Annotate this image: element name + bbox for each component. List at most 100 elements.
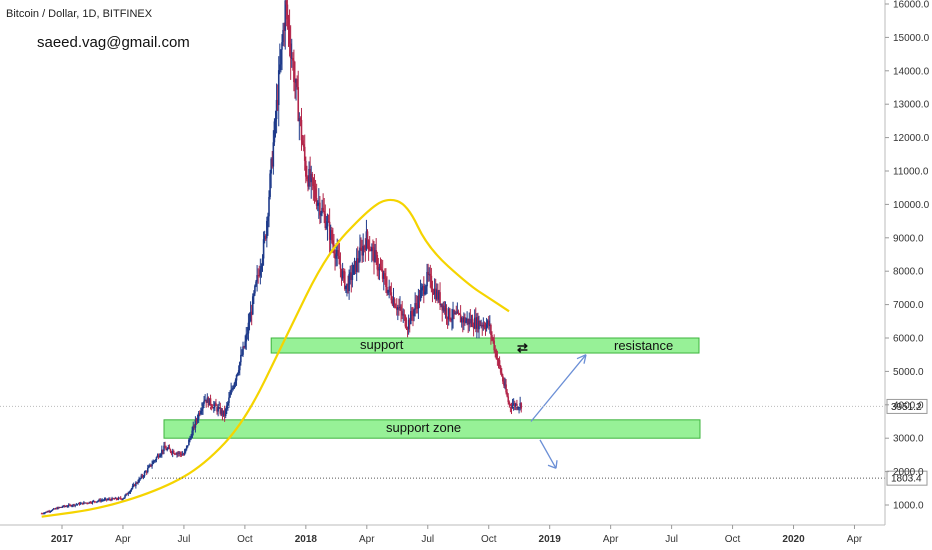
candle-body (405, 326, 408, 329)
candle-body (50, 510, 53, 512)
candle-body (163, 445, 165, 451)
candle-body (153, 460, 156, 462)
candle-body (372, 247, 374, 249)
candle-body (411, 311, 413, 315)
candle-body (443, 305, 446, 312)
candle-body (287, 19, 290, 27)
candle-body (421, 285, 424, 288)
time-tick-label: 2019 (539, 534, 562, 545)
candle-body (353, 260, 356, 266)
candle-body (437, 290, 439, 300)
price-tick-label: 5000.0 (893, 367, 924, 378)
candle-body (466, 318, 468, 321)
candle-body (435, 290, 438, 300)
candle-body (209, 398, 212, 406)
candle-body (360, 247, 362, 249)
candle-body (311, 173, 314, 179)
candle-body (40, 513, 43, 515)
candle-body (325, 226, 328, 229)
candle-body (429, 273, 432, 276)
price-tag-box (886, 398, 928, 414)
candle-body (149, 464, 151, 467)
candle-body (241, 354, 243, 356)
moving-average-line (41, 198, 510, 518)
candle-body (169, 449, 172, 452)
candle-body (279, 64, 281, 71)
candle-body (215, 403, 217, 407)
time-tick-label: Oct (481, 534, 497, 545)
candle-body (338, 255, 341, 265)
candle-body (218, 406, 221, 408)
candle-body (365, 231, 368, 251)
resistance-label: resistance (614, 338, 673, 353)
candle-body (110, 499, 112, 501)
candle-body (481, 325, 484, 327)
candle-body (335, 254, 337, 259)
candle-body (395, 307, 398, 310)
candle-body (381, 269, 384, 279)
candle-body (129, 490, 132, 493)
candle-body (425, 286, 427, 292)
candle-body (320, 213, 322, 216)
candle-body (485, 324, 488, 330)
candle-body (390, 292, 393, 301)
candle-body (299, 118, 302, 120)
time-tick-label: Jul (178, 534, 191, 545)
candle-body (312, 178, 315, 186)
candle-body (187, 445, 189, 447)
candle-body (69, 504, 71, 506)
candle-body (105, 498, 108, 500)
price-tag-label: 3951.2 (891, 402, 922, 413)
candle-body (496, 358, 499, 360)
candle-body (447, 308, 450, 320)
candle-body (256, 275, 258, 282)
candle-body (476, 317, 478, 329)
candle-body (341, 270, 344, 279)
candle-body (369, 249, 372, 252)
candle-body (286, 4, 289, 20)
candle-body (432, 292, 435, 295)
candle-body (445, 307, 448, 318)
up-arrow-line (530, 354, 587, 422)
candle-body (244, 341, 246, 348)
candle-body (404, 315, 407, 327)
price-tick-label: 10000.0 (893, 200, 930, 211)
price-tick-label: 15000.0 (893, 33, 930, 44)
candle-body (276, 99, 279, 106)
candle-body (515, 404, 517, 407)
candle-body (93, 500, 96, 502)
candle-body (376, 255, 379, 270)
candle-body (98, 499, 100, 501)
candle-body (159, 454, 162, 456)
candle-body (368, 249, 371, 251)
candle-body (364, 246, 367, 251)
candle-body (102, 500, 105, 502)
candle-body (225, 405, 228, 409)
candle-body (440, 303, 442, 306)
candle-body (375, 250, 377, 256)
candle-body (520, 403, 523, 409)
price-tick-label: 9000.0 (893, 233, 924, 244)
candle-body (498, 360, 501, 367)
candle-body (316, 203, 319, 206)
candle-body (198, 413, 201, 415)
candle-body (197, 413, 200, 420)
candle-body (407, 319, 410, 330)
support-resistance-zone (270, 337, 700, 354)
candle-body (109, 498, 111, 500)
candle-body (189, 437, 191, 440)
candle-body (494, 350, 497, 352)
candle-body (399, 306, 401, 308)
candle-body (141, 475, 144, 477)
candle-body (336, 250, 339, 255)
candle-body (460, 318, 463, 323)
candle-body (356, 258, 359, 263)
candle-body (342, 270, 345, 272)
candle-body (52, 508, 55, 510)
candle-body (351, 274, 354, 280)
candle-body (111, 498, 113, 501)
candle-body (166, 448, 169, 451)
candle-body (97, 500, 99, 502)
candle-body (355, 258, 358, 272)
